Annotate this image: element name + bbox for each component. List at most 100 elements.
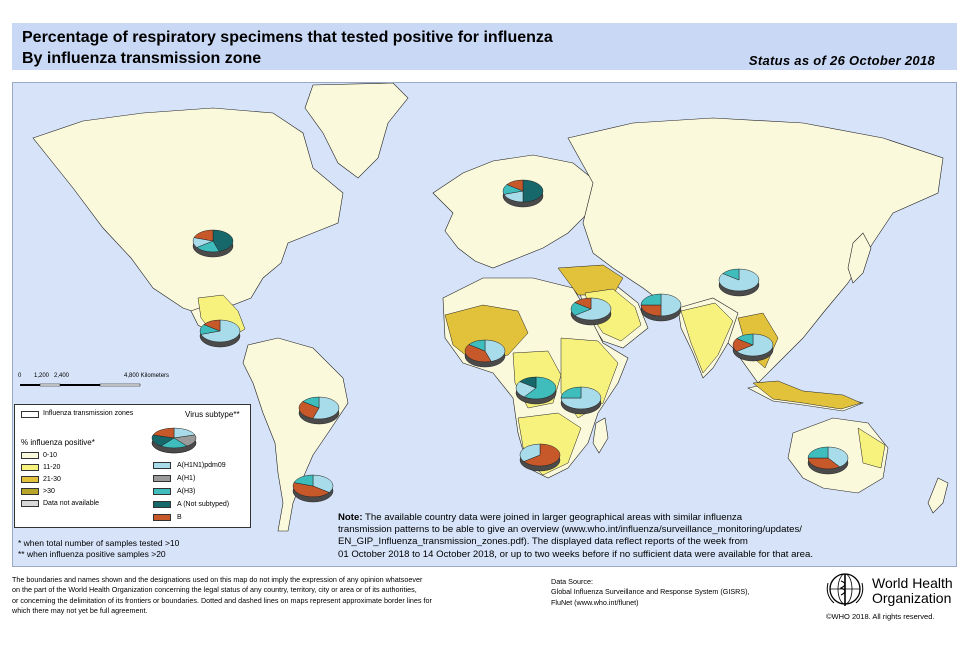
pie-middle-africa-slice-not_subtyped: [519, 376, 537, 389]
pie-eastern-asia: [718, 268, 760, 297]
subtype-label-h3: A(H3): [177, 488, 196, 495]
pie-northern-europe: [502, 179, 544, 208]
pie-middle-africa: [515, 376, 557, 405]
pie-tropical-south-america-slice-b: [298, 401, 320, 419]
pie-western-africa-slice-h3: [468, 339, 486, 352]
range-label-11-20: 11-20: [43, 464, 61, 471]
pie-western-africa-slice-b: [464, 344, 492, 363]
pie-southern-asia: [640, 293, 682, 322]
legend-example-pie: [151, 427, 197, 454]
zones-swatch: [21, 411, 39, 418]
who-name-line2: Organization: [872, 590, 952, 606]
subtype-swatch-not-subtyped: [153, 501, 171, 508]
disclaimer-line3: or concerning the delimitation of its fr…: [12, 595, 432, 605]
pie-western-asia-slice-b: [574, 297, 592, 310]
note-line3: EN_GIP_Influenza_transmission_zones.pdf)…: [338, 536, 748, 548]
range-swatch-11-20: [21, 464, 39, 471]
pie-eastern-africa-slice-h1n1pdm09: [560, 386, 602, 410]
pie-temperate-south-america-slice-b: [292, 482, 330, 498]
range-label-gt30: >30: [43, 488, 55, 495]
pie-oceania-slice-b: [807, 457, 841, 470]
note-line1: The available country data were joined i…: [365, 512, 743, 523]
scale-bar-graphic: [20, 383, 141, 387]
pie-southern-asia-slice-h1n1pdm09: [660, 293, 682, 317]
percent-positive-title: % influenza positive*: [21, 438, 95, 447]
range-label-21-30: 21-30: [43, 476, 61, 483]
pie-western-africa-slice-h1n1pdm09: [484, 339, 506, 362]
map-note: Note: The available country data were jo…: [338, 512, 903, 561]
subtype-swatch-h1n1pdm09: [153, 462, 171, 469]
map-title: Percentage of respiratory specimens that…: [22, 29, 553, 46]
scale-label-0: 0: [18, 373, 22, 379]
legend-pie-example: [151, 427, 197, 454]
greenland: [304, 83, 409, 179]
subtype-label-h1n1pdm09: A(H1N1)pdm09: [177, 462, 226, 469]
disclaimer: The boundaries and names shown and the d…: [12, 575, 432, 617]
pie-southern-asia-slice-h3: [640, 293, 662, 306]
pie-middle-africa-slice-h3: [523, 376, 557, 400]
map-header: Percentage of respiratory specimens that…: [12, 23, 957, 70]
zone-australia-north-shade: [857, 427, 886, 469]
who-copyright: ©WHO 2018. All rights reserved.: [826, 612, 935, 621]
zone-indonesia-shade: [752, 380, 862, 410]
who-name: World Health Organization: [872, 576, 953, 606]
pie-eastern-africa-slice-h3: [560, 386, 582, 399]
pie-western-africa: [464, 339, 506, 368]
footnote-samples: * when total number of samples tested >1…: [18, 538, 180, 548]
pie-northern-europe-slice-b: [506, 179, 524, 192]
data-source-line2: FluNet (www.who.int/flunet): [551, 597, 639, 607]
scale-label-1200: 1,200: [34, 373, 50, 379]
range-swatch-no-data: [21, 500, 39, 507]
range-label-0-10: 0-10: [43, 452, 58, 459]
pie-tropical-south-america: [298, 396, 340, 425]
pie-southern-africa-slice-b: [523, 443, 561, 467]
map-legend: Influenza transmission zones Virus subty…: [14, 404, 251, 528]
pie-temperate-south-america-slice-h1n1pdm09: [312, 474, 334, 493]
subtype-swatch-h3: [153, 488, 171, 495]
disclaimer-line1: The boundaries and names shown and the d…: [12, 575, 423, 584]
new-zealand: [927, 477, 949, 514]
pie-south-east-asia-slice-h1n1pdm09: [736, 333, 774, 357]
pie-southern-africa-slice-h1n1pdm09: [519, 443, 541, 462]
scale-label-4800: 4,800 Kilometers: [124, 373, 170, 379]
pie-western-asia-slice-h1n1pdm09: [574, 297, 612, 321]
subtype-swatch-b: [153, 514, 171, 521]
zone-western-africa-shade: [444, 304, 529, 362]
world-map: [12, 82, 957, 567]
land-layer: [32, 83, 949, 532]
south-america: [242, 337, 349, 532]
range-swatch-21-30: [21, 476, 39, 483]
north-america: [32, 107, 344, 314]
status-date: Status as of 26 October 2018: [748, 53, 935, 68]
japan: [847, 232, 872, 284]
pie-temperate-south-america-slice-h3: [293, 474, 314, 487]
pie-north-america: [192, 229, 234, 258]
range-label-no-data: Data not available: [43, 500, 100, 507]
pie-north-america-slice-b: [193, 229, 214, 242]
zones-label: Influenza transmission zones: [43, 410, 134, 417]
data-source: Data Source: Global Influenza Surveillan…: [551, 577, 750, 608]
pie-eastern-asia-slice-h3: [722, 268, 740, 281]
subtype-swatch-h1: [153, 475, 171, 482]
europe: [432, 154, 599, 269]
legend-pie-example-slice-b: [152, 427, 175, 439]
who-name-line1: World Health: [872, 575, 953, 591]
note-line4: 01 October 2018 to 14 October 2018, or u…: [338, 548, 814, 560]
pie-middle-africa-slice-h1n1pdm09: [515, 381, 537, 398]
pie-southern-africa: [519, 443, 561, 472]
disclaimer-line4: which there may not yet be full agreemen…: [12, 606, 148, 616]
disclaimer-line2: on the part of the World Health Organiza…: [12, 585, 417, 595]
map-subtitle: By influenza transmission zone: [22, 50, 262, 67]
subtype-label-not-subtyped: A (Not subtyped): [177, 501, 230, 508]
note-label: Note:: [338, 512, 363, 523]
pie-western-asia: [570, 297, 612, 326]
pie-central-america-caribbean-slice-b: [203, 319, 221, 332]
pie-northern-europe-slice-not_subtyped: [522, 179, 544, 203]
pie-north-america-slice-not_subtyped: [212, 229, 234, 252]
pie-tropical-south-america-slice-h1n1pdm09: [312, 396, 340, 420]
pie-oceania-slice-h3: [807, 446, 829, 459]
pie-tropical-south-america-slice-h3: [302, 396, 320, 409]
subtype-label-h1: A(H1): [177, 475, 196, 482]
asia: [567, 117, 944, 384]
range-swatch-0-10: [21, 452, 39, 459]
